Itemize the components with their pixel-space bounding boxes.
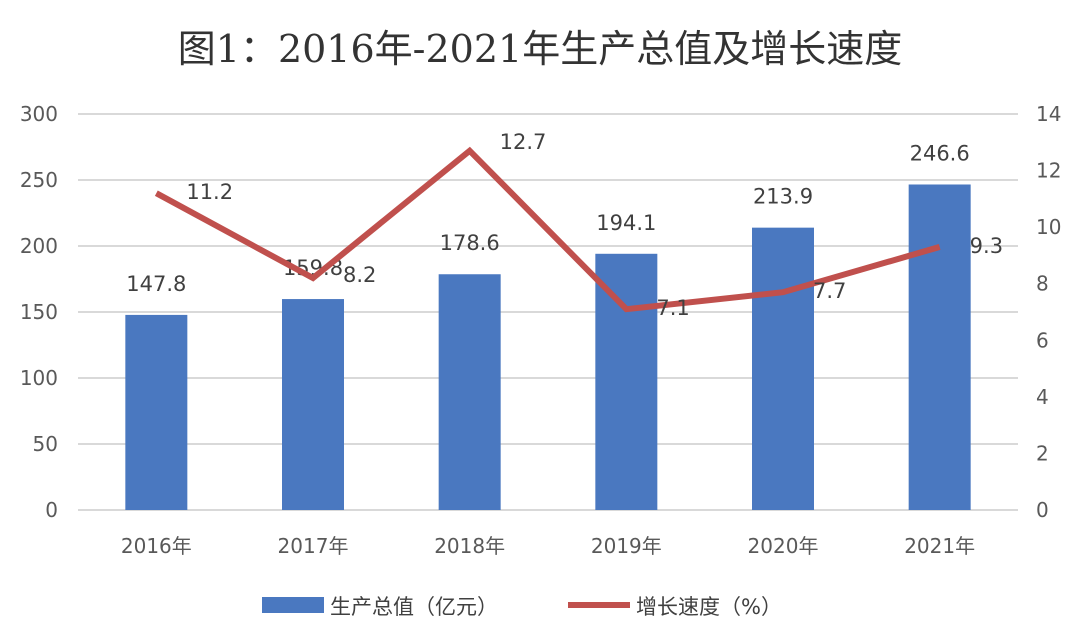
bar xyxy=(908,184,971,510)
y-right-tick-label: 10 xyxy=(1036,215,1061,239)
y-right-tick-label: 6 xyxy=(1036,328,1049,352)
y-left-tick-label: 100 xyxy=(20,366,58,390)
y-left-tick-label: 0 xyxy=(45,498,58,522)
x-tick-label: 2016年 xyxy=(121,534,192,558)
line-data-label: 12.7 xyxy=(500,130,547,154)
legend-bar-label: 生产总值（亿元） xyxy=(330,595,498,619)
line-data-label: 9.3 xyxy=(970,234,1003,258)
y-right-tick-label: 2 xyxy=(1036,441,1049,465)
y-left-tick-label: 250 xyxy=(20,168,58,192)
legend-line-label: 增长速度（%） xyxy=(636,595,782,619)
line-data-label: 7.1 xyxy=(656,296,689,320)
bar-data-label: 213.9 xyxy=(753,185,813,209)
bar xyxy=(282,299,344,510)
x-tick-label: 2018年 xyxy=(434,534,505,558)
bar xyxy=(125,314,188,510)
bar xyxy=(595,253,658,510)
y-right-tick-label: 8 xyxy=(1036,272,1049,296)
y-right-tick-label: 12 xyxy=(1036,159,1061,183)
bar-data-label: 178.6 xyxy=(440,231,500,255)
line-data-label: 11.2 xyxy=(186,180,233,204)
bar xyxy=(438,274,501,510)
y-right-tick-label: 0 xyxy=(1036,498,1049,522)
bar xyxy=(752,227,814,511)
growth-line xyxy=(154,146,941,313)
y-left-tick-label: 50 xyxy=(33,432,58,456)
legend-bar-swatch xyxy=(262,597,324,613)
y-left-tick-label: 150 xyxy=(20,300,58,324)
x-tick-label: 2020年 xyxy=(748,534,819,558)
line-data-label: 8.2 xyxy=(343,263,376,287)
y-left-tick-label: 300 xyxy=(20,102,58,126)
line-data-label: 7.7 xyxy=(813,279,846,303)
y-left-tick-label: 200 xyxy=(20,234,58,258)
x-tick-label: 2019年 xyxy=(591,534,662,558)
bar-data-label: 246.6 xyxy=(910,141,970,165)
chart-title: 图1：2016年-2021年生产总值及增长速度 xyxy=(177,27,903,71)
bar-data-label: 194.1 xyxy=(596,211,656,235)
x-tick-label: 2017年 xyxy=(278,534,349,558)
bar-data-label: 147.8 xyxy=(126,272,186,296)
x-tick-label: 2021年 xyxy=(904,534,975,558)
y-right-tick-label: 4 xyxy=(1036,385,1049,409)
y-right-tick-label: 14 xyxy=(1036,102,1061,126)
